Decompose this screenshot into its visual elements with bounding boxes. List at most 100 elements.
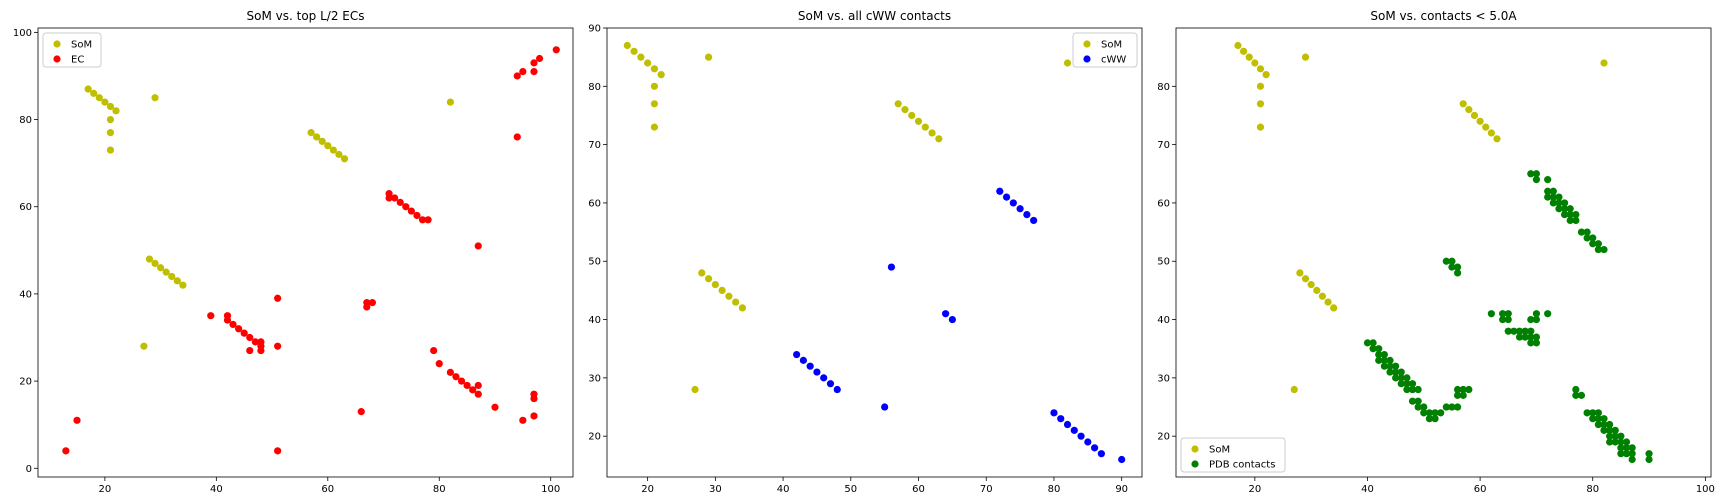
point-pdb-contacts [1487, 310, 1495, 318]
point-som [1465, 106, 1473, 114]
point-som [1318, 292, 1327, 300]
point-som [914, 117, 923, 125]
point-pdb-contacts [1611, 432, 1619, 440]
point-pdb-contacts [1594, 415, 1602, 423]
y-tick-label: 20 [19, 377, 32, 388]
point-som [140, 342, 148, 350]
point-pdb-contacts [1566, 210, 1574, 219]
point-pdb-contacts [1532, 339, 1541, 347]
point-cww [887, 263, 896, 271]
plot-frame [1175, 27, 1712, 478]
point-som [307, 129, 315, 137]
legend-label: SoM [1101, 40, 1122, 51]
point-pdb-contacts [1589, 234, 1597, 242]
legend-marker [1083, 55, 1091, 63]
point-pdb-contacts [1408, 385, 1417, 394]
point-pdb-contacts [1425, 409, 1434, 417]
point-ec [274, 447, 282, 455]
point-cww [833, 385, 841, 394]
legend-marker [1191, 460, 1199, 468]
point-pdb-contacts [1521, 333, 1529, 341]
point-pdb-contacts [1403, 374, 1411, 382]
point-pdb-contacts [1510, 327, 1518, 335]
point-pdb-contacts [1403, 380, 1411, 388]
legend: SoM cWW [1072, 32, 1138, 68]
point-pdb-contacts [1594, 409, 1602, 417]
point-pdb-contacts [1572, 391, 1580, 399]
point-ec [519, 416, 527, 424]
point-som [725, 292, 733, 300]
point-pdb-contacts [1549, 187, 1557, 195]
point-pdb-contacts [1453, 263, 1462, 271]
point-ec [474, 390, 482, 398]
point-pdb-contacts [1380, 362, 1388, 370]
point-pdb-contacts [1628, 444, 1636, 452]
point-ec [424, 216, 432, 224]
point-pdb-contacts [1572, 385, 1580, 394]
point-pdb-contacts [1521, 327, 1529, 335]
y-tick-label: 80 [19, 115, 32, 126]
point-pdb-contacts [1611, 426, 1619, 434]
point-pdb-contacts [1504, 310, 1512, 318]
point-pdb-contacts [1589, 415, 1597, 423]
chart-panel-1: SoM vs. top L/2 ECs 20 40 60 80 100 0 20 40 60 80 1… [13, 9, 574, 495]
chart-panel-3: SoM vs. contacts < 5.0A 20 40 60 80 100 20 30 40… [1157, 9, 1715, 495]
point-pdb-contacts [1442, 257, 1450, 265]
point-som [112, 107, 120, 115]
point-cww [1050, 409, 1058, 417]
point-som [935, 135, 943, 143]
point-pdb-contacts [1622, 450, 1631, 458]
point-pdb-contacts [1392, 362, 1400, 370]
point-pdb-contacts [1380, 356, 1388, 364]
point-ec [240, 329, 248, 337]
point-som [106, 129, 115, 137]
x-tick-label: 100 [541, 484, 560, 495]
point-ec [396, 198, 404, 206]
x-tick-label: 60 [321, 484, 334, 495]
point-som [623, 41, 631, 50]
point-som [704, 275, 713, 283]
point-som [1256, 82, 1265, 90]
point-pdb-contacts [1408, 397, 1417, 405]
point-ec [274, 294, 282, 302]
x-tick-label: 80 [433, 484, 446, 495]
point-cww [1063, 420, 1072, 429]
point-som [84, 85, 92, 93]
point-som [168, 272, 176, 281]
point-pdb-contacts [1386, 362, 1394, 370]
point-pdb-contacts [1583, 234, 1591, 242]
point-pdb-contacts [1606, 438, 1614, 446]
point-cww [942, 310, 950, 318]
point-som [650, 123, 659, 131]
point-pdb-contacts [1459, 391, 1467, 399]
point-cww [1016, 205, 1024, 213]
point-som [921, 123, 929, 131]
point-cww [1030, 216, 1038, 225]
chart-title: SoM vs. top L/2 ECs [247, 9, 365, 23]
point-ec [402, 203, 410, 211]
point-pdb-contacts [1628, 450, 1636, 458]
point-som [157, 264, 165, 272]
x-tick-label: 20 [1248, 484, 1261, 495]
point-pdb-contacts [1532, 310, 1541, 318]
point-som [1600, 59, 1608, 67]
point-pdb-contacts [1589, 240, 1597, 248]
point-som [151, 94, 159, 102]
y-tick-label: 50 [1157, 257, 1170, 268]
point-som [901, 106, 909, 114]
x-tick-label: 50 [844, 484, 857, 495]
point-ec [418, 216, 427, 224]
point-pdb-contacts [1544, 310, 1552, 318]
point-som [318, 137, 326, 145]
x-tick-label: 20 [641, 484, 654, 495]
point-pdb-contacts [1622, 444, 1631, 452]
point-som [324, 142, 332, 150]
point-pdb-contacts [1408, 380, 1417, 388]
point-pdb-contacts [1589, 409, 1597, 417]
point-cww [1070, 426, 1078, 434]
point-som [95, 94, 103, 102]
point-som [1251, 59, 1259, 67]
point-pdb-contacts [1397, 368, 1405, 376]
legend-label: SoM [1209, 445, 1230, 456]
